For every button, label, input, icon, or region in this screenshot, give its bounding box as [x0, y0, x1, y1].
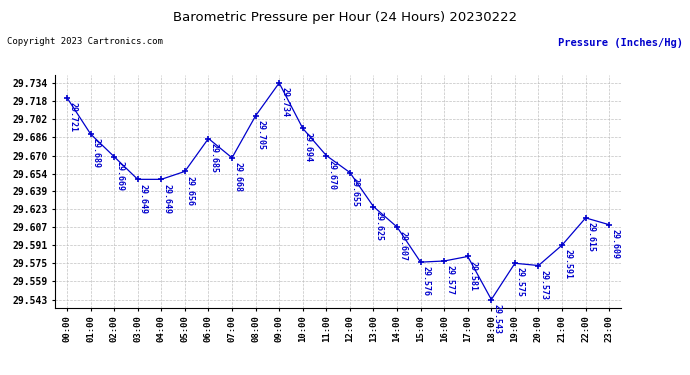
Text: 29.721: 29.721 — [68, 102, 77, 132]
Text: 29.543: 29.543 — [493, 304, 502, 334]
Text: 29.573: 29.573 — [540, 270, 549, 300]
Text: 29.581: 29.581 — [469, 261, 477, 291]
Text: 29.670: 29.670 — [327, 160, 336, 190]
Text: 29.615: 29.615 — [586, 222, 595, 252]
Text: 29.649: 29.649 — [139, 183, 148, 213]
Text: 29.607: 29.607 — [398, 231, 407, 261]
Text: 29.669: 29.669 — [115, 161, 124, 191]
Text: 29.625: 29.625 — [375, 211, 384, 241]
Text: 29.575: 29.575 — [516, 267, 525, 297]
Text: 29.655: 29.655 — [351, 177, 360, 207]
Text: 29.689: 29.689 — [92, 138, 101, 168]
Text: 29.685: 29.685 — [210, 142, 219, 172]
Text: Barometric Pressure per Hour (24 Hours) 20230222: Barometric Pressure per Hour (24 Hours) … — [173, 11, 517, 24]
Text: 29.656: 29.656 — [186, 176, 195, 206]
Text: 29.576: 29.576 — [422, 266, 431, 296]
Text: 29.591: 29.591 — [563, 249, 572, 279]
Text: 29.734: 29.734 — [280, 87, 289, 117]
Text: 29.694: 29.694 — [304, 132, 313, 162]
Text: 29.577: 29.577 — [445, 265, 454, 295]
Text: Copyright 2023 Cartronics.com: Copyright 2023 Cartronics.com — [7, 38, 163, 46]
Text: 29.705: 29.705 — [257, 120, 266, 150]
Text: 29.668: 29.668 — [233, 162, 242, 192]
Text: Pressure (Inches/Hg): Pressure (Inches/Hg) — [558, 38, 683, 48]
Text: 29.649: 29.649 — [162, 183, 171, 213]
Text: 29.609: 29.609 — [610, 229, 619, 259]
